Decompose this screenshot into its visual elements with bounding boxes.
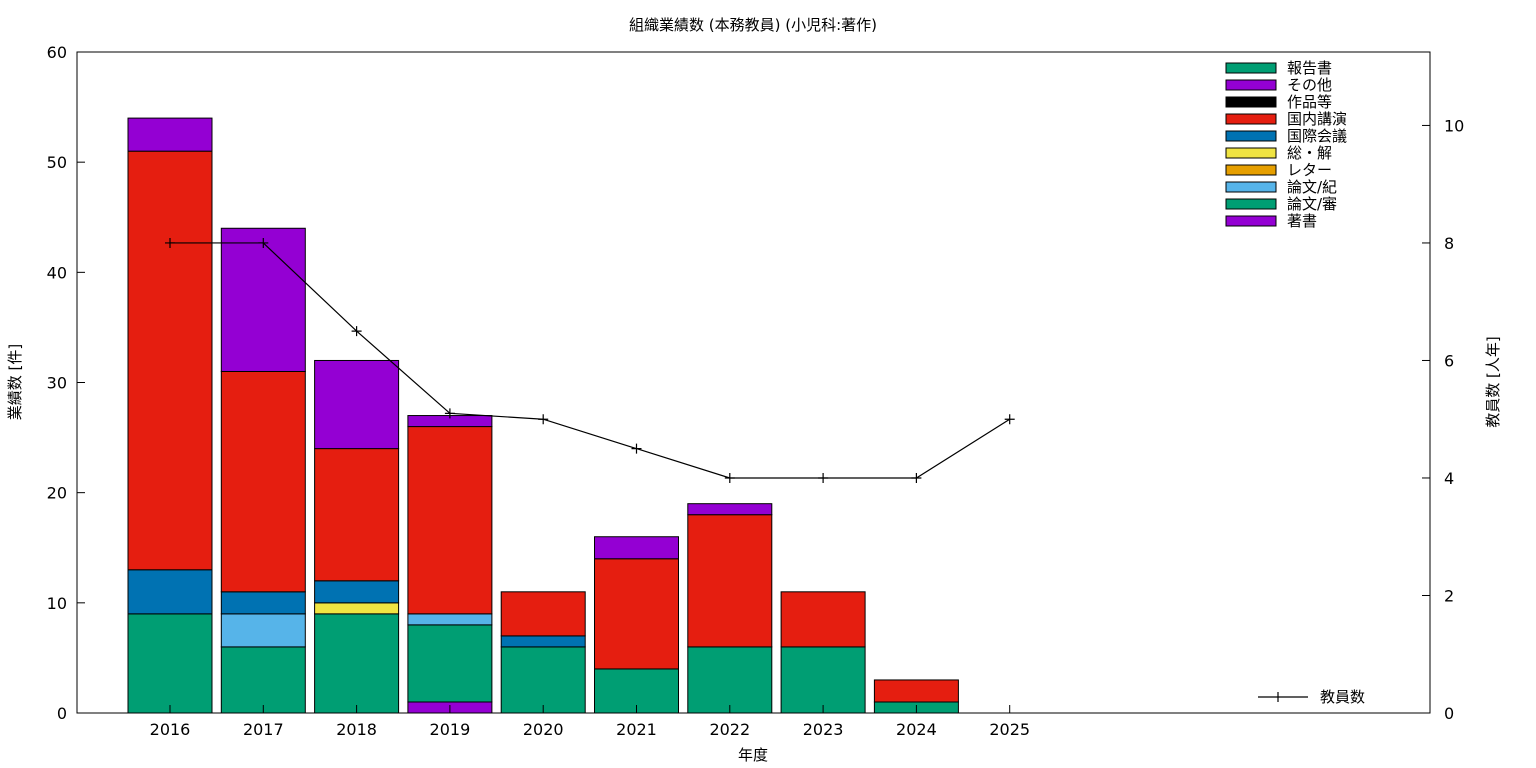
bar-segment [314, 580, 400, 604]
legend-label: 総・解 [1287, 144, 1332, 162]
y2-tick-label: 6 [1444, 351, 1454, 370]
y-tick-label: 10 [47, 594, 67, 613]
bar-segment [314, 602, 400, 615]
line-point [165, 237, 175, 248]
bar-segment [500, 591, 586, 637]
bar-segment [127, 613, 213, 714]
bar-segment [407, 624, 493, 703]
bar-segment [127, 150, 213, 571]
bar-segment [220, 591, 306, 615]
x-tick-label: 2024 [896, 720, 937, 739]
line-point [1004, 414, 1015, 425]
ticks-layer: 0 10 20 30 40 50 60 0 2 4 6 8 10 2016 2017 2018 2019 2020… [47, 43, 1465, 739]
bar-segment [687, 514, 773, 648]
legend-swatch [1225, 96, 1277, 108]
y2-axis-label: 教員数 [人年] [1484, 336, 1502, 427]
x-tick-label: 2018 [336, 720, 377, 739]
bar-segment [407, 613, 493, 626]
line-point [444, 408, 455, 419]
legend-label: 論文/審 [1287, 195, 1337, 213]
y2-tick-label: 2 [1444, 586, 1454, 605]
line-point [351, 326, 362, 337]
y2-tick-label: 0 [1444, 704, 1454, 723]
bar-segment [873, 679, 959, 703]
bar-segment [314, 613, 400, 714]
x-tick-label: 2016 [150, 720, 191, 739]
line-point [911, 472, 922, 483]
y2-tick-label: 10 [1444, 116, 1464, 135]
x-tick-label: 2020 [523, 720, 564, 739]
legend-swatch [1225, 215, 1277, 227]
bar-segment [220, 646, 306, 714]
line-point [724, 472, 735, 483]
bar-segment [314, 359, 400, 450]
bar-segment [407, 426, 493, 615]
y2-tick-label: 8 [1444, 234, 1454, 253]
x-tick-label: 2025 [989, 720, 1030, 739]
bar-segment [687, 646, 773, 714]
line-layer [165, 237, 1015, 483]
legend-label: その他 [1287, 76, 1332, 94]
legend-swatch [1225, 62, 1277, 74]
legend-label: 著書 [1287, 212, 1317, 230]
bars-layer [127, 117, 959, 714]
bar-segment [220, 370, 306, 593]
line-point [631, 443, 642, 454]
x-tick-label: 2017 [243, 720, 284, 739]
y-tick-label: 50 [47, 153, 67, 172]
legend-swatch [1225, 130, 1277, 142]
bar-segment [594, 558, 679, 670]
legend-label: 作品等 [1287, 93, 1332, 111]
bar-segment [687, 503, 773, 516]
line-point [538, 414, 549, 425]
y-tick-label: 30 [47, 374, 67, 393]
legend-label: 教員数 [1320, 688, 1365, 706]
x-axis-label: 年度 [738, 746, 768, 764]
legend-swatch [1225, 198, 1277, 210]
legend-swatch [1225, 181, 1277, 193]
bar-segment [500, 635, 586, 648]
legend-swatch [1225, 164, 1277, 176]
legend-swatch [1225, 147, 1277, 159]
y-tick-label: 0 [57, 704, 67, 723]
legend-swatch [1225, 79, 1277, 91]
y-tick-label: 60 [47, 43, 67, 62]
line-point [258, 237, 269, 248]
legend-label: 国際会議 [1287, 127, 1347, 145]
legend-label: 国内講演 [1287, 110, 1347, 128]
legend-label: レター [1287, 161, 1332, 179]
bar-segment [594, 536, 679, 560]
x-tick-label: 2022 [709, 720, 750, 739]
bar-segment [780, 646, 866, 714]
x-tick-label: 2023 [803, 720, 844, 739]
chart-title: 組織業績数 (本務教員) (小児科:著作) [629, 16, 877, 34]
bar-segment [780, 591, 866, 648]
x-tick-label: 2019 [430, 720, 471, 739]
legend-swatch [1225, 113, 1277, 125]
y-tick-label: 40 [47, 263, 67, 282]
y2-tick-label: 4 [1444, 469, 1454, 488]
x-tick-label: 2021 [616, 720, 657, 739]
bar-segment [220, 227, 306, 372]
bar-segment [127, 117, 213, 152]
legend-label: 論文/紀 [1287, 178, 1337, 196]
line-point [818, 472, 829, 483]
legend-label: 報告書 [1287, 59, 1332, 77]
bar-segment [314, 448, 400, 582]
bar-segment [127, 569, 213, 615]
y-tick-label: 20 [47, 484, 67, 503]
bar-segment [500, 646, 586, 714]
y-axis-label: 業績数 [件] [6, 344, 24, 420]
series-line-teachers [170, 242, 1011, 479]
bar-segment [220, 613, 306, 648]
